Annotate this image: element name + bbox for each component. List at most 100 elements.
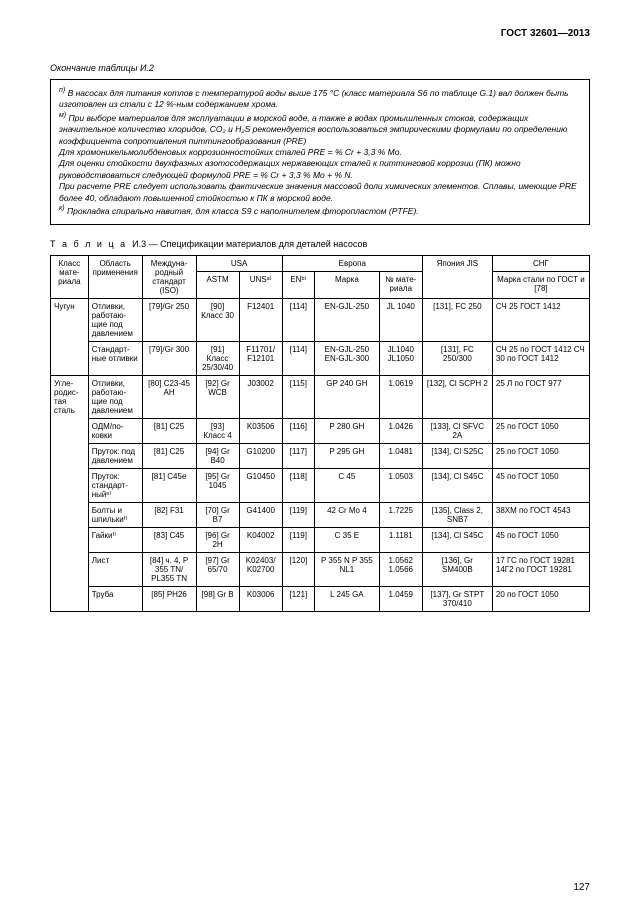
cell-sng: 17 ГС по ГОСТ 19281 14Г2 по ГОСТ 19281 (492, 552, 589, 586)
cell-japan: [132], Cl SCPH 2 (422, 375, 492, 418)
table-row: Труба[85] PH26[98] Gr BK03006[121]L 245 … (51, 586, 590, 611)
cell-nmat: 1.0481 (379, 443, 422, 468)
cell-en: [117] (282, 443, 314, 468)
cell-astm: [92] Gr WCB (196, 375, 239, 418)
cell-marka: P 280 GH (315, 418, 380, 443)
note-sup-m: м) (59, 112, 66, 119)
cell-uns: G10450 (239, 468, 282, 502)
cell-astm: [90] Класс 30 (196, 298, 239, 341)
notes-box: п) В насосах для питания котлов с темпер… (50, 79, 590, 225)
cell-obl: Отливки, работаю­щие под давле­нием (88, 375, 142, 418)
cell-en: [114] (282, 341, 314, 375)
note-m1: При выборе материалов для эксплуатации в… (59, 113, 567, 146)
th-usa: USA (196, 255, 282, 272)
cell-iso: [82] F31 (142, 502, 196, 527)
cell-obl: Пруток: под дав­лением (88, 443, 142, 468)
cell-japan: [136], Gr SM400B (422, 552, 492, 586)
cell-astm: [91] Класс 25/30/40 (196, 341, 239, 375)
cell-nmat: 1.0459 (379, 586, 422, 611)
cell-obl: Стандарт­ные отливки (88, 341, 142, 375)
cell-astm: [97] Gr 65/70 (196, 552, 239, 586)
table-row: Пруток: под дав­лением[81] C25[94] Gr B4… (51, 443, 590, 468)
cell-astm: [98] Gr B (196, 586, 239, 611)
cell-obl: Лист (88, 552, 142, 586)
cell-japan: [137], Gr STPT 370/410 (422, 586, 492, 611)
table-row: Болты и шпилькиᶠ⁾[82] F31[70] Gr B7G4140… (51, 502, 590, 527)
cell-uns: G10200 (239, 443, 282, 468)
cell-sng: СЧ 25 ГОСТ 1412 (492, 298, 589, 341)
cell-obl: Гайкиᶠ⁾ (88, 527, 142, 552)
cell-astm: [93] Класс 4 (196, 418, 239, 443)
cell-en: [118] (282, 468, 314, 502)
table-row: Гайкиᶠ⁾[83] C45[96] Gr 2HK04002[119]C 35… (51, 527, 590, 552)
cell-nmat: 1.1181 (379, 527, 422, 552)
cell-uns: F12401 (239, 298, 282, 341)
cell-marka: P 295 GH (315, 443, 380, 468)
cell-iso: [81] C25 (142, 418, 196, 443)
cell-en: [119] (282, 527, 314, 552)
cell-sng: СЧ 25 по ГОСТ 1412 СЧ 30 по ГОСТ 1412 (492, 341, 589, 375)
cell-uns: K03006 (239, 586, 282, 611)
table-row: Угле­родис­тая стальОтливки, работаю­щие… (51, 375, 590, 418)
cell-sng: 25 Л по ГОСТ 977 (492, 375, 589, 418)
th-nmat: № мате­риала (379, 272, 422, 298)
cell-astm: [96] Gr 2H (196, 527, 239, 552)
note-k: Прокладка спирально навитая, для класса … (67, 206, 419, 216)
cell-iso: [79]/Gr 300 (142, 341, 196, 375)
table-row: Стандарт­ные отливки[79]/Gr 300[91] Клас… (51, 341, 590, 375)
note-m2: Для хромоникельмолибденовых коррозионнос… (59, 147, 402, 157)
cell-en: [116] (282, 418, 314, 443)
cell-sng: 20 по ГОСТ 1050 (492, 586, 589, 611)
cell-iso: [81] C25 (142, 443, 196, 468)
cell-uns: G41400 (239, 502, 282, 527)
cell-marka: 42 Cr Mo 4 (315, 502, 380, 527)
th-sng-sub: Марка стали по ГОСТ и [78] (492, 272, 589, 298)
cell-nmat: 1.0619 (379, 375, 422, 418)
cell-en: [119] (282, 502, 314, 527)
cell-japan: [135], Class 2, SNB7 (422, 502, 492, 527)
th-obl: Область приме­нения (88, 255, 142, 298)
page-number: 127 (573, 882, 590, 893)
cell-astm: [94] Gr B40 (196, 443, 239, 468)
cell-japan: [133], Cl SFVC 2A (422, 418, 492, 443)
table-row: Пруток: стандарт­ныйᵉ⁾[81] C45e[95] Gr 1… (51, 468, 590, 502)
th-en: ENᵇ⁾ (282, 272, 314, 298)
materials-table: Класс мате­риала Область приме­нения Меж… (50, 255, 590, 612)
note-m4: При расчете PRE следует использовать фак… (59, 181, 577, 202)
cell-sng: 25 по ГОСТ 1050 (492, 418, 589, 443)
cell-uns: J03002 (239, 375, 282, 418)
cell-klass: Угле­родис­тая сталь (51, 375, 89, 611)
cell-obl: ОДМ/по­ковки (88, 418, 142, 443)
cell-iso: [81] C45e (142, 468, 196, 502)
cell-japan: [134], Cl S25C (422, 443, 492, 468)
cell-uns: K03506 (239, 418, 282, 443)
cell-sng: 45 по ГОСТ 1050 (492, 527, 589, 552)
cell-marka: EN-GJL-250 EN-GJL-300 (315, 341, 380, 375)
th-marka: Марка (315, 272, 380, 298)
cell-iso: [84] ч. 4, P 355 TN/ PL355 TN (142, 552, 196, 586)
cell-iso: [83] C45 (142, 527, 196, 552)
table-caption-text: И.3 — Спецификации материалов для детале… (132, 239, 367, 249)
cell-japan: [131], FC 250 (422, 298, 492, 341)
cell-iso: [80] C23-45 AH (142, 375, 196, 418)
cell-japan: [134], Cl S45C (422, 527, 492, 552)
cell-en: [121] (282, 586, 314, 611)
cell-nmat: 1.0562 1.0566 (379, 552, 422, 586)
table-caption: Т а б л и ц а И.3 — Спецификации материа… (50, 239, 590, 249)
cell-en: [115] (282, 375, 314, 418)
cell-marka: EN-GJL-250 (315, 298, 380, 341)
note-m3: Для оценки стойкости двухфазных азотосод… (59, 158, 521, 179)
th-japan: Япония JIS (422, 255, 492, 298)
th-iso: Междуна­родный стандарт (ISO) (142, 255, 196, 298)
cell-japan: [134], Cl S45C (422, 468, 492, 502)
continuation-label: Окончание таблицы И.2 (50, 63, 590, 73)
cell-obl: Болты и шпилькиᶠ⁾ (88, 502, 142, 527)
cell-sng: 45 по ГОСТ 1050 (492, 468, 589, 502)
note-sup-n: п) (59, 87, 65, 94)
cell-klass: Чугун (51, 298, 89, 375)
th-sng: СНГ (492, 255, 589, 272)
cell-uns: F11701/ F12101 (239, 341, 282, 375)
table-row: ОДМ/по­ковки[81] C25[93] Класс 4K03506[1… (51, 418, 590, 443)
cell-nmat: 1.0503 (379, 468, 422, 502)
cell-marka: C 45 (315, 468, 380, 502)
